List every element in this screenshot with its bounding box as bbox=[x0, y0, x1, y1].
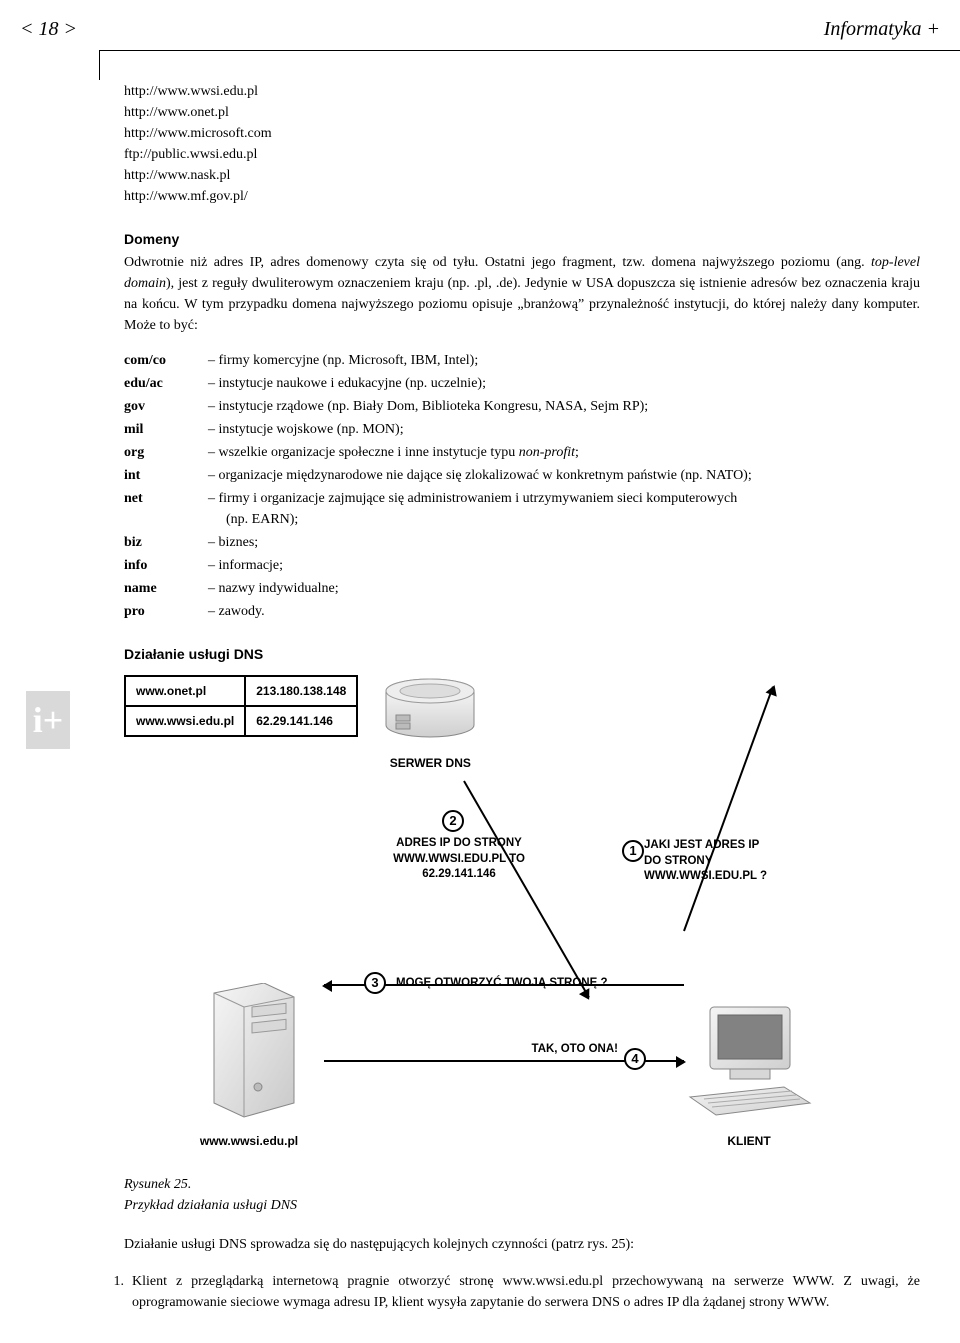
list-number: 1. bbox=[104, 1271, 124, 1313]
domain-val: – wszelkie organizacje społeczne i inne … bbox=[208, 442, 920, 463]
domain-row: mil – instytucje wojskowe (np. MON); bbox=[124, 419, 920, 440]
domain-key: org bbox=[124, 442, 208, 463]
domain-key: int bbox=[124, 465, 208, 486]
domain-key: net bbox=[124, 488, 208, 509]
step-3-badge: 3 bbox=[364, 972, 386, 994]
content-wrap: i+ http://www.wwsi.edu.pl http://www.one… bbox=[100, 51, 920, 1313]
url-line: http://www.nask.pl bbox=[124, 165, 920, 186]
domain-val: – biznes; bbox=[208, 532, 920, 553]
domain-row: net – firmy i organizacje zajmujące się … bbox=[124, 488, 920, 530]
text: ), jest z reguły dwuliterowym oznaczenie… bbox=[124, 276, 920, 333]
client-icon bbox=[684, 1003, 814, 1123]
label-3: MOGĘ OTWORZYĆ TWOJĄ STRONĘ ? bbox=[396, 976, 656, 992]
table-cell: www.wwsi.edu.pl bbox=[125, 706, 245, 736]
url-line: ftp://public.wwsi.edu.pl bbox=[124, 144, 920, 165]
url-line: http://www.wwsi.edu.pl bbox=[124, 81, 920, 102]
content: http://www.wwsi.edu.pl http://www.onet.p… bbox=[100, 51, 920, 1313]
domain-row: edu/ac – instytucje naukowe i edukacyjne… bbox=[124, 373, 920, 394]
text: WWW.WWSI.EDU.PL ? bbox=[644, 870, 767, 882]
server-icon bbox=[382, 675, 478, 745]
figure-number: Rysunek 25. bbox=[124, 1174, 920, 1195]
header-title: Informatyka + bbox=[824, 14, 940, 44]
tower-icon bbox=[194, 983, 304, 1123]
domain-row: pro – zawody. bbox=[124, 601, 920, 622]
url-line: http://www.microsoft.com bbox=[124, 123, 920, 144]
table-row: www.wwsi.edu.pl 62.29.141.146 bbox=[125, 706, 357, 736]
numbered-item: 1. Klient z przeglądarką internetową pra… bbox=[104, 1271, 920, 1313]
text: – wszelkie organizacje społeczne i inne … bbox=[208, 445, 519, 460]
domain-val: – firmy i organizacje zajmujące się admi… bbox=[208, 488, 920, 530]
dns-section-title: Działanie usługi DNS bbox=[124, 644, 920, 665]
domain-row: int – organizacje międzynarodowe nie daj… bbox=[124, 465, 920, 486]
domain-key: edu/ac bbox=[124, 373, 208, 394]
dns-mid: 1 JAKI JEST ADRES IP DO STRONY WWW.WWSI.… bbox=[124, 780, 824, 960]
domain-key: gov bbox=[124, 396, 208, 417]
domain-key: com/co bbox=[124, 350, 208, 371]
domain-val: – instytucje naukowe i edukacyjne (np. u… bbox=[208, 373, 920, 394]
text: JAKI JEST ADRES IP bbox=[644, 839, 759, 851]
domain-val: – instytucje rządowe (np. Biały Dom, Bib… bbox=[208, 396, 920, 417]
domeny-paragraph: Odwrotnie niż adres IP, adres domenowy c… bbox=[124, 252, 920, 336]
domain-val: – zawody. bbox=[208, 601, 920, 622]
domain-key: biz bbox=[124, 532, 208, 553]
server-label: SERWER DNS bbox=[382, 754, 478, 772]
text: Odwrotnie niż adres IP, adres domenowy c… bbox=[124, 255, 871, 270]
dns-table: www.onet.pl 213.180.138.148 www.wwsi.edu… bbox=[124, 675, 358, 737]
domain-val: – instytucje wojskowe (np. MON); bbox=[208, 419, 920, 440]
domain-row: name – nazwy indywidualne; bbox=[124, 578, 920, 599]
url-block: http://www.wwsi.edu.pl http://www.onet.p… bbox=[124, 81, 920, 207]
text: DO STRONY bbox=[644, 855, 712, 867]
text: 62.29.141.146 bbox=[422, 868, 496, 880]
domain-list: com/co – firmy komercyjne (np. Microsoft… bbox=[124, 350, 920, 622]
domain-row: org – wszelkie organizacje społeczne i i… bbox=[124, 442, 920, 463]
text: ; bbox=[575, 445, 579, 460]
web-server: www.wwsi.edu.pl bbox=[194, 983, 304, 1150]
dns-top-row: www.onet.pl 213.180.138.148 www.wwsi.edu… bbox=[124, 675, 824, 772]
client-label: KLIENT bbox=[684, 1132, 814, 1150]
domain-key: mil bbox=[124, 419, 208, 440]
dns-diagram: www.onet.pl 213.180.138.148 www.wwsi.edu… bbox=[124, 675, 824, 1164]
domain-row: gov – instytucje rządowe (np. Biały Dom,… bbox=[124, 396, 920, 417]
page-header: < 18 > Informatyka + bbox=[0, 0, 960, 50]
figure-text: Przykład działania usługi DNS bbox=[124, 1198, 297, 1213]
label-4: TAK, OTO ONA! bbox=[508, 1042, 618, 1058]
client-pc: KLIENT bbox=[684, 1003, 814, 1150]
domain-val: – nazwy indywidualne; bbox=[208, 578, 920, 599]
url-line: http://www.mf.gov.pl/ bbox=[124, 186, 920, 207]
dns-server: SERWER DNS bbox=[382, 675, 478, 772]
table-row: www.onet.pl 213.180.138.148 bbox=[125, 676, 357, 706]
domain-row: biz – biznes; bbox=[124, 532, 920, 553]
text: – firmy i organizacje zajmujące się admi… bbox=[208, 491, 737, 506]
table-cell: www.onet.pl bbox=[125, 676, 245, 706]
domain-key: pro bbox=[124, 601, 208, 622]
figure-caption: Rysunek 25. Przykład działania usługi DN… bbox=[124, 1174, 920, 1216]
domain-key: name bbox=[124, 578, 208, 599]
step-4-badge: 4 bbox=[624, 1048, 646, 1070]
tower-label: www.wwsi.edu.pl bbox=[194, 1132, 304, 1150]
label-1: JAKI JEST ADRES IP DO STRONY WWW.WWSI.ED… bbox=[644, 838, 794, 885]
dns-bottom: 3 MOGĘ OTWORZYĆ TWOJĄ STRONĘ ? 4 TAK, OT… bbox=[124, 964, 824, 1164]
domain-row: com/co – firmy komercyjne (np. Microsoft… bbox=[124, 350, 920, 371]
table-cell: 213.180.138.148 bbox=[245, 676, 357, 706]
table-cell: 62.29.141.146 bbox=[245, 706, 357, 736]
closing-paragraph: Działanie usługi DNS sprowadza się do na… bbox=[124, 1234, 920, 1255]
url-line: http://www.onet.pl bbox=[124, 102, 920, 123]
text-italic: non-profit bbox=[519, 445, 575, 460]
domain-key: info bbox=[124, 555, 208, 576]
list-text: Klient z przeglądarką internetową pragni… bbox=[132, 1271, 920, 1313]
iplus-badge: i+ bbox=[26, 691, 70, 749]
step-1-badge: 1 bbox=[622, 840, 644, 862]
text: (np. EARN); bbox=[208, 512, 298, 527]
domain-val: – organizacje międzynarodowe nie dające … bbox=[208, 465, 920, 486]
domain-val: – firmy komercyjne (np. Microsoft, IBM, … bbox=[208, 350, 920, 371]
domain-val: – informacje; bbox=[208, 555, 920, 576]
section-title-domeny: Domeny bbox=[124, 229, 920, 250]
domain-row: info – informacje; bbox=[124, 555, 920, 576]
page: < 18 > Informatyka + i+ http://www.wwsi.… bbox=[0, 0, 960, 1343]
step-2-badge: 2 bbox=[442, 810, 464, 832]
page-number: < 18 > bbox=[20, 14, 77, 44]
